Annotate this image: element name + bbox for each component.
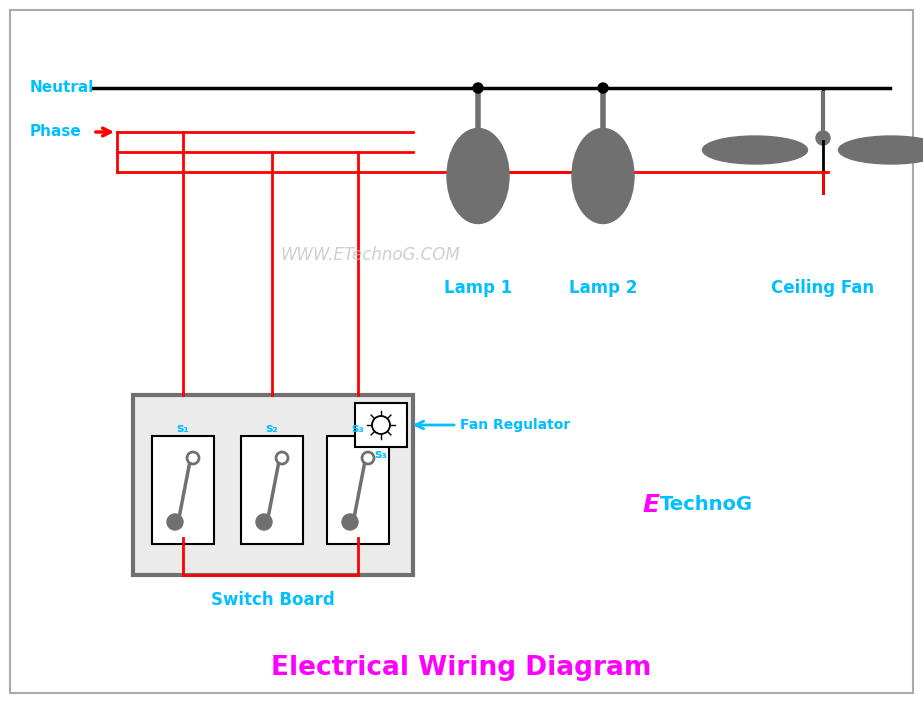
Text: Ε: Ε xyxy=(643,493,660,517)
Text: s₃: s₃ xyxy=(352,422,365,434)
Circle shape xyxy=(372,416,390,434)
Text: s₁: s₁ xyxy=(176,422,189,434)
Circle shape xyxy=(167,514,183,530)
Text: s₃: s₃ xyxy=(375,449,388,461)
Text: TechnoG: TechnoG xyxy=(660,496,753,515)
Bar xyxy=(133,395,413,575)
Ellipse shape xyxy=(572,129,634,224)
Text: Electrical Wiring Diagram: Electrical Wiring Diagram xyxy=(270,655,652,681)
Circle shape xyxy=(362,452,374,464)
Ellipse shape xyxy=(838,136,923,164)
Text: Switch Board: Switch Board xyxy=(211,591,335,609)
Circle shape xyxy=(256,514,272,530)
Circle shape xyxy=(342,514,358,530)
Text: Neutral: Neutral xyxy=(30,81,94,96)
Circle shape xyxy=(187,452,199,464)
Text: Phase: Phase xyxy=(30,124,82,139)
Text: Fan Regulator: Fan Regulator xyxy=(460,418,570,432)
Text: Lamp 2: Lamp 2 xyxy=(569,279,637,297)
Ellipse shape xyxy=(702,136,808,164)
Text: Lamp 1: Lamp 1 xyxy=(444,279,512,297)
Circle shape xyxy=(816,131,830,145)
Bar xyxy=(152,436,214,544)
Bar xyxy=(241,436,303,544)
Circle shape xyxy=(473,83,483,93)
Text: s₂: s₂ xyxy=(266,422,279,434)
Text: WWW.ETechnoG.COM: WWW.ETechnoG.COM xyxy=(280,246,460,264)
Bar xyxy=(355,403,407,447)
Circle shape xyxy=(598,83,608,93)
Circle shape xyxy=(276,452,288,464)
Bar xyxy=(327,436,389,544)
Ellipse shape xyxy=(447,129,509,224)
Text: Ceiling Fan: Ceiling Fan xyxy=(772,279,875,297)
